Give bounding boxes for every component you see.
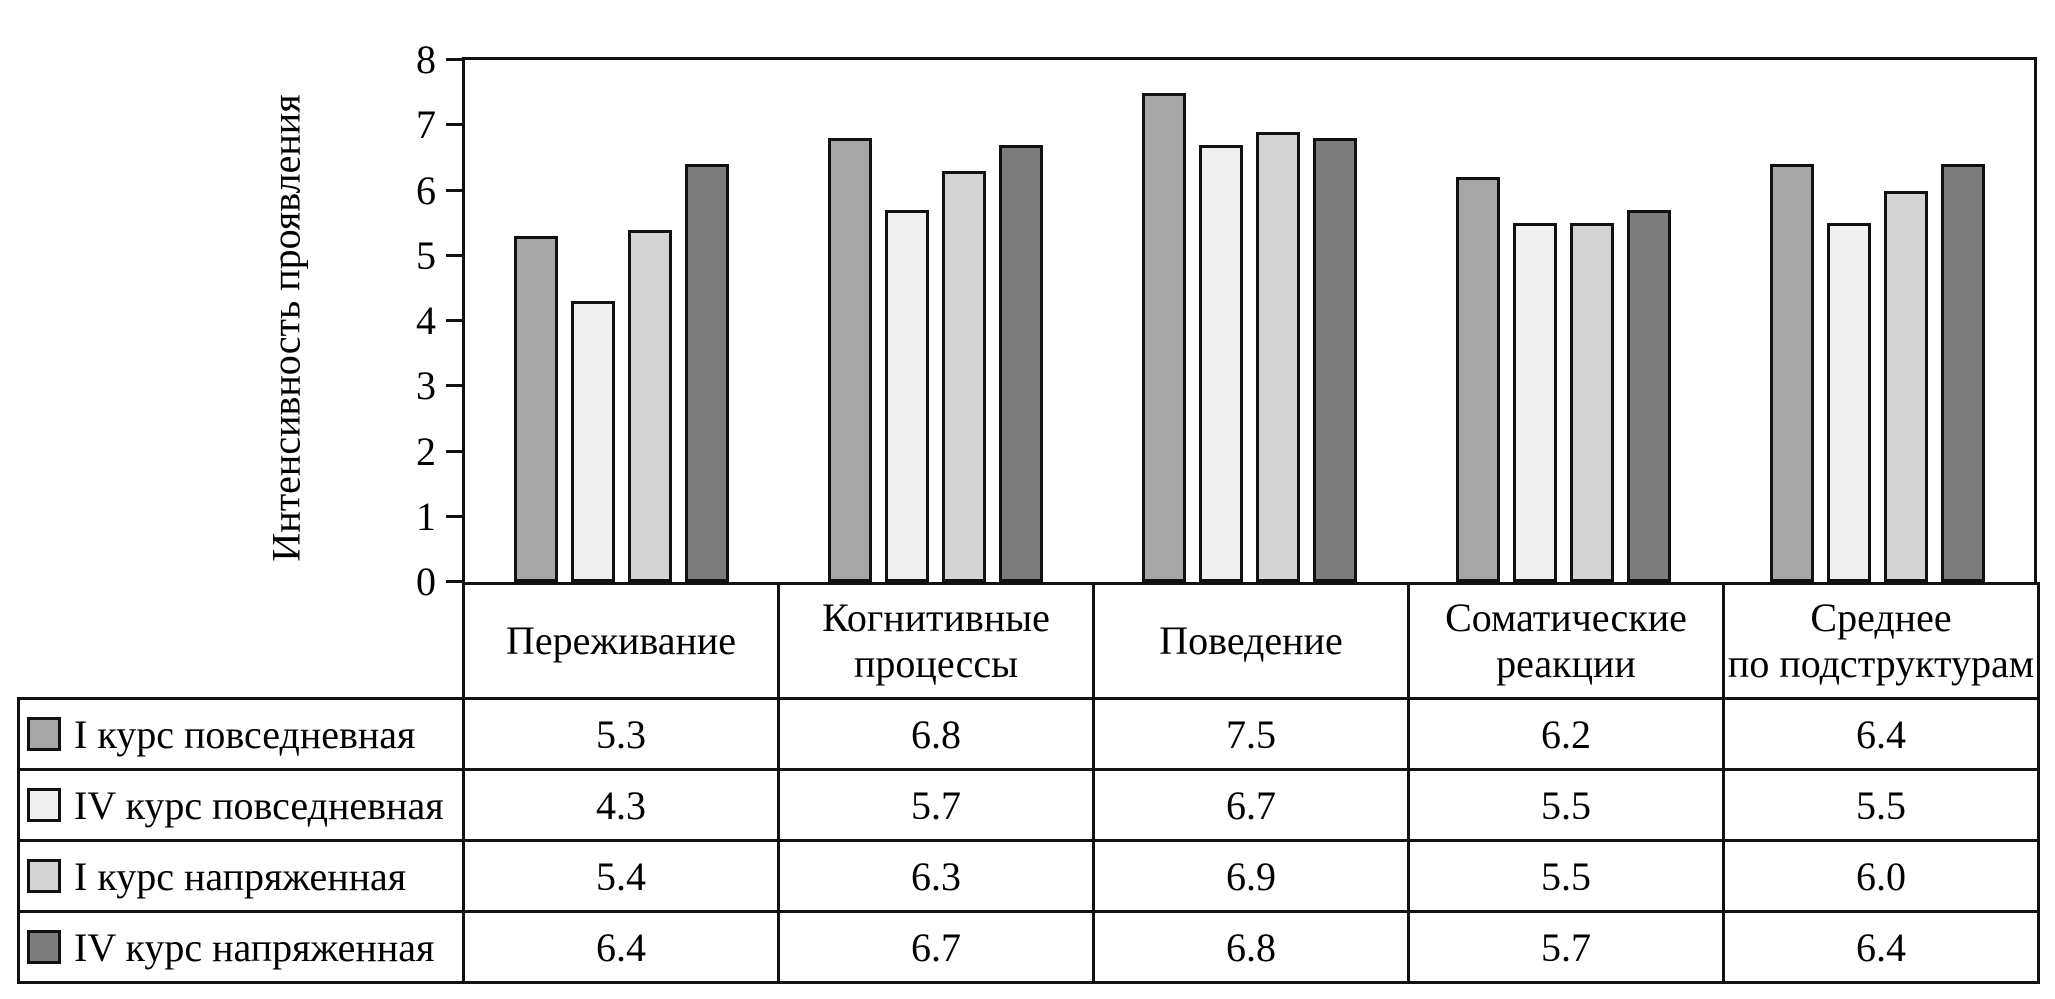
table-row-series-4: IV курс напряженная 6.4 6.7 6.8 5.7 6.4: [17, 910, 2040, 984]
value-cell-s2-c2: 5.7: [777, 768, 1095, 842]
legend-swatch-icon: [27, 859, 61, 893]
bar-2-cat-3: [1199, 144, 1243, 582]
y-tick-mark: [446, 123, 462, 127]
y-axis-title: Интенсивность проявления: [263, 94, 309, 562]
y-tick-mark: [446, 514, 462, 518]
y-tick-mark: [446, 449, 462, 453]
value-cell-s2-c5: 5.5: [1722, 768, 2040, 842]
value-cell-s1-c3: 7.5: [1092, 697, 1410, 771]
value-cell-s1-c4: 6.2: [1407, 697, 1725, 771]
bar-2-cat-4: [1512, 223, 1557, 582]
bar-3-cat-4: [1569, 223, 1614, 582]
bar-2-cat-5: [1826, 223, 1871, 582]
legend-swatch-icon: [27, 930, 61, 964]
plot-area: [462, 57, 2037, 585]
y-tick-label: 0: [416, 559, 436, 604]
y-tick-mark: [446, 188, 462, 192]
y-tick-label: 4: [416, 298, 436, 343]
y-tick-mark: [446, 319, 462, 322]
value-cell-s3-c3: 6.9: [1092, 839, 1410, 913]
legend-label: I курс повседневная: [74, 711, 416, 757]
y-tick-mark: [446, 384, 462, 388]
bar-3-cat-3: [1256, 131, 1300, 582]
value-cell-s1-c1: 5.3: [462, 697, 780, 771]
bar-4-cat-3: [1313, 138, 1357, 582]
value-cell-s3-c1: 5.4: [462, 839, 780, 913]
bar-4-cat-4: [1626, 210, 1671, 582]
category-header-5: Среднее по подструктурам: [1722, 582, 2040, 700]
legend-cell: I курс повседневная: [17, 697, 465, 771]
bar-1-cat-5: [1769, 164, 1814, 582]
value-cell-s2-c4: 5.5: [1407, 768, 1725, 842]
y-tick-mark: [446, 580, 462, 583]
legend-entry: IV курс повседневная: [22, 782, 461, 829]
legend-entry: I курс напряженная: [22, 853, 461, 900]
table-row-series-2: IV курс повседневная 4.3 5.7 6.7 5.5 5.5: [17, 768, 2040, 842]
legend-label: IV курс повседневная: [74, 782, 444, 828]
bar-4-cat-1: [685, 164, 730, 582]
bar-3-cat-2: [942, 170, 987, 582]
legend-cell: I курс напряженная: [17, 839, 465, 913]
value-cell-s4-c3: 6.8: [1092, 910, 1410, 984]
y-tick-label: 2: [416, 428, 436, 474]
bar-1-cat-3: [1142, 92, 1186, 582]
category-header-4: Соматические реакции: [1407, 582, 1725, 700]
category-header-row: Переживание Когнитивные процессы Поведение…: [19, 582, 2040, 700]
value-cell-s1-c2: 6.8: [777, 697, 1095, 771]
value-cell-s3-c4: 5.5: [1407, 839, 1725, 913]
y-tick-label: 7: [416, 102, 436, 148]
bar-1-cat-1: [514, 236, 559, 582]
value-cell-s3-c2: 6.3: [777, 839, 1095, 913]
value-cell-s4-c5: 6.4: [1722, 910, 2040, 984]
blank-cell: [19, 584, 464, 699]
bar-1-cat-4: [1455, 177, 1500, 582]
bar-4-cat-2: [999, 144, 1044, 582]
value-cell-s2-c1: 4.3: [462, 768, 780, 842]
legend-entry: IV курс напряженная: [22, 924, 461, 971]
y-tick-mark: [446, 253, 462, 257]
value-cell-s3-c5: 6.0: [1722, 839, 2040, 913]
value-cell-s1-c5: 6.4: [1722, 697, 2040, 771]
bar-2-cat-2: [885, 210, 930, 582]
legend-cell: IV курс напряженная: [17, 910, 465, 984]
y-tick-label: 5: [416, 232, 436, 278]
y-tick-label: 8: [416, 37, 436, 82]
legend-entry: I курс повседневная: [22, 711, 461, 758]
legend-cell: IV курс повседневная: [17, 768, 465, 842]
category-header-3: Поведение: [1092, 582, 1410, 700]
table-row-series-1: I курс повседневная 5.3 6.8 7.5 6.2 6.4: [17, 697, 2040, 771]
legend-swatch-icon: [27, 717, 61, 751]
value-cell-s4-c2: 6.7: [777, 910, 1095, 984]
value-cell-s4-c4: 5.7: [1407, 910, 1725, 984]
y-tick-mark: [446, 58, 462, 61]
value-cell-s2-c3: 6.7: [1092, 768, 1410, 842]
bar-1-cat-2: [828, 138, 873, 582]
bar-4-cat-5: [1940, 164, 1985, 582]
category-header-2: Когнитивные процессы: [777, 582, 1095, 700]
legend-label: I курс напряженная: [74, 853, 407, 899]
legend-label: IV курс напряженная: [74, 924, 435, 970]
y-tick-label: 1: [416, 493, 436, 539]
bar-3-cat-5: [1883, 190, 1928, 582]
legend-data-table: Переживание Когнитивные процессы Поведение…: [17, 582, 2040, 984]
bar-3-cat-1: [628, 229, 673, 582]
value-cell-s4-c1: 6.4: [462, 910, 780, 984]
bar-2-cat-1: [571, 301, 616, 582]
y-tick-label: 3: [416, 363, 436, 409]
legend-swatch-icon: [27, 788, 61, 822]
category-header-1: Переживание: [462, 582, 780, 700]
y-tick-label: 6: [416, 167, 436, 213]
table-row-series-3: I курс напряженная 5.4 6.3 6.9 5.5 6.0: [17, 839, 2040, 913]
